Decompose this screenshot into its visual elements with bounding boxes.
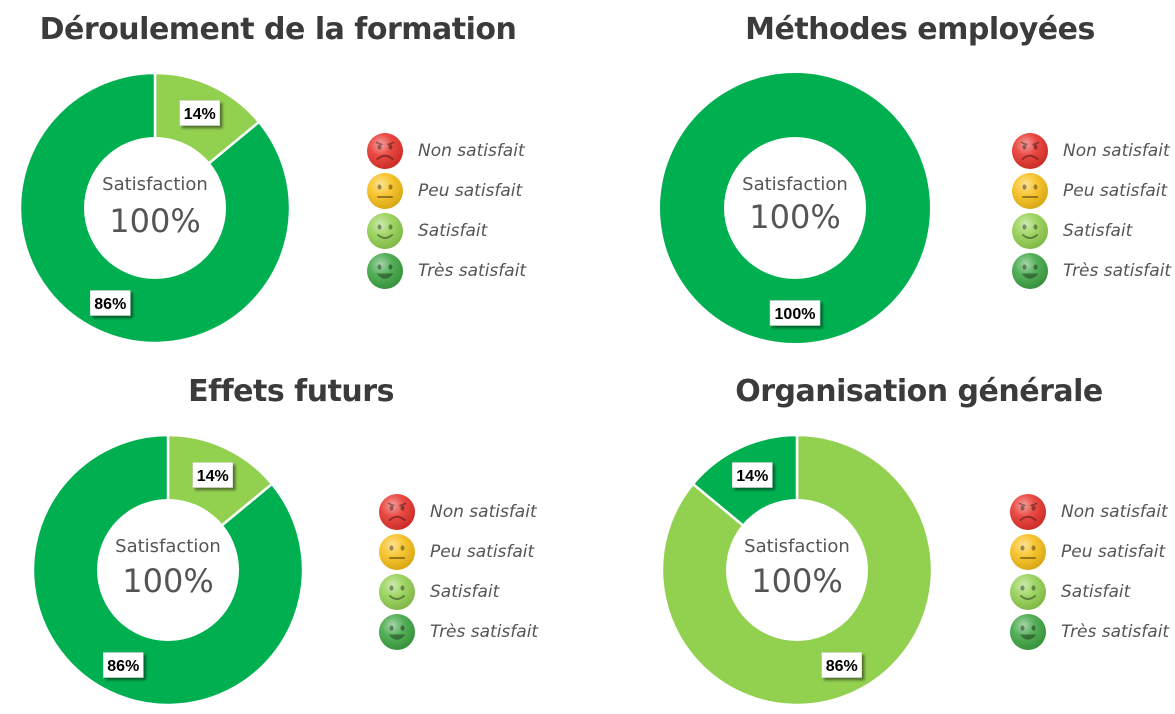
data-label-text: 86% — [94, 296, 126, 313]
legend-item-peu-satisfait: Peu satisfait — [378, 532, 538, 572]
smile-face-icon — [379, 574, 415, 610]
legend-label: Très satisfait — [1061, 622, 1170, 642]
legend-label: Satisfait — [1061, 582, 1131, 602]
legend-label: Non satisfait — [1063, 141, 1170, 161]
legend-item-satisfait: Satisfait — [1011, 211, 1171, 251]
sad-face-icon — [379, 494, 415, 530]
legend-item-satisfait: Satisfait — [366, 211, 526, 251]
legend-label: Satisfait — [430, 582, 500, 602]
data-label-text: 100% — [775, 306, 816, 323]
data-label: 86% — [90, 290, 131, 316]
legend-label: Peu satisfait — [430, 542, 535, 562]
donut-hole — [724, 137, 866, 279]
legend-label: Satisfait — [1063, 221, 1133, 241]
neutral-face-icon — [1012, 173, 1048, 209]
legend-item-non-satisfait: Non satisfait — [1011, 131, 1171, 171]
data-label-text: 86% — [107, 658, 139, 675]
data-label-box — [769, 300, 821, 326]
data-label-box — [821, 652, 862, 678]
legend-item-peu-satisfait: Peu satisfait — [366, 171, 526, 211]
big-smile-face-icon — [367, 253, 403, 289]
legend-label: Peu satisfait — [418, 181, 523, 201]
donut-chart: Satisfaction 100% 14% 86% — [18, 71, 292, 345]
legend-label: Satisfait — [418, 221, 488, 241]
donut-hole — [726, 499, 868, 641]
legend-label: Peu satisfait — [1063, 181, 1168, 201]
legend-item-tres-satisfait: Très satisfait — [378, 612, 538, 652]
neutral-face-icon — [379, 534, 415, 570]
legend-item-non-satisfait: Non satisfait — [366, 131, 526, 171]
sad-face-icon — [367, 133, 403, 169]
legend-label: Peu satisfait — [1061, 542, 1166, 562]
sad-face-icon — [1012, 133, 1048, 169]
legend-item-tres-satisfait: Très satisfait — [366, 251, 526, 291]
center-label: Satisfaction — [742, 174, 848, 195]
chart-title: Méthodes employées — [745, 12, 1095, 47]
legend: Non satisfait Peu satisfait Satisfait Très … — [366, 131, 526, 291]
smile-face-icon — [367, 213, 403, 249]
data-label: 100% — [769, 300, 821, 326]
donut-chart: Satisfaction 100% 86% 14% — [660, 433, 934, 707]
data-label-box — [103, 652, 144, 678]
smile-face-icon — [1010, 574, 1046, 610]
center-value: 100% — [122, 562, 213, 600]
legend-label: Non satisfait — [418, 141, 525, 161]
data-label-text: 14% — [197, 468, 229, 485]
legend-item-tres-satisfait: Très satisfait — [1011, 251, 1171, 291]
data-label-text: 86% — [826, 658, 858, 675]
neutral-face-icon — [367, 173, 403, 209]
center-label: Satisfaction — [744, 536, 850, 557]
chart-title: Déroulement de la formation — [39, 12, 517, 47]
big-smile-face-icon — [379, 614, 415, 650]
donut-chart: Satisfaction 100% 14% 86% — [31, 433, 305, 707]
data-label-box — [90, 290, 131, 316]
data-label-text: 14% — [736, 468, 768, 485]
data-label: 86% — [103, 652, 144, 678]
legend-label: Très satisfait — [430, 622, 539, 642]
legend-item-tres-satisfait: Très satisfait — [1009, 612, 1169, 652]
data-label: 14% — [179, 100, 220, 126]
legend-item-satisfait: Satisfait — [378, 572, 538, 612]
donut-chart: Satisfaction 100% 100% — [660, 73, 930, 343]
legend-item-peu-satisfait: Peu satisfait — [1011, 171, 1171, 211]
legend-label: Très satisfait — [418, 261, 527, 281]
center-label: Satisfaction — [102, 174, 208, 195]
donut-hole — [97, 499, 239, 641]
center-label: Satisfaction — [115, 536, 221, 557]
center-value: 100% — [749, 198, 840, 236]
legend: Non satisfait Peu satisfait Satisfait Très … — [378, 492, 538, 652]
data-label: 86% — [821, 652, 862, 678]
data-label-box — [179, 100, 220, 126]
legend-item-satisfait: Satisfait — [1009, 572, 1169, 612]
data-label-text: 14% — [184, 106, 216, 123]
neutral-face-icon — [1010, 534, 1046, 570]
big-smile-face-icon — [1012, 253, 1048, 289]
data-label: 14% — [192, 462, 233, 488]
legend-item-non-satisfait: Non satisfait — [378, 492, 538, 532]
data-label: 14% — [732, 462, 773, 488]
legend-label: Non satisfait — [430, 502, 537, 522]
smile-face-icon — [1012, 213, 1048, 249]
donut-hole — [84, 137, 226, 279]
data-label-box — [192, 462, 233, 488]
sad-face-icon — [1010, 494, 1046, 530]
chart-title: Organisation générale — [735, 374, 1103, 409]
chart-title: Effets futurs — [188, 374, 394, 409]
legend-label: Non satisfait — [1061, 502, 1168, 522]
legend-item-peu-satisfait: Peu satisfait — [1009, 532, 1169, 572]
big-smile-face-icon — [1010, 614, 1046, 650]
data-label-box — [732, 462, 773, 488]
legend: Non satisfait Peu satisfait Satisfait Très … — [1009, 492, 1169, 652]
center-value: 100% — [109, 202, 200, 240]
legend-item-non-satisfait: Non satisfait — [1009, 492, 1169, 532]
legend-label: Très satisfait — [1063, 261, 1172, 281]
center-value: 100% — [751, 562, 842, 600]
legend: Non satisfait Peu satisfait Satisfait Très … — [1011, 131, 1171, 291]
